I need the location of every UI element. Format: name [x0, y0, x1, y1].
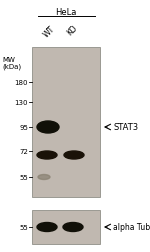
Text: STAT3: STAT3: [113, 123, 138, 132]
Bar: [32, 48, 100, 197]
Bar: [32, 210, 100, 244]
Ellipse shape: [37, 223, 57, 232]
Ellipse shape: [38, 175, 50, 180]
Text: HeLa: HeLa: [55, 8, 77, 17]
Text: alpha Tubulin: alpha Tubulin: [113, 223, 150, 232]
Text: 180: 180: [15, 80, 28, 86]
Text: WT: WT: [42, 24, 56, 39]
Text: 95: 95: [19, 124, 28, 131]
Ellipse shape: [64, 151, 84, 159]
Text: 55: 55: [19, 224, 28, 230]
Text: KO: KO: [65, 24, 79, 38]
Text: 55: 55: [19, 174, 28, 180]
Ellipse shape: [63, 223, 83, 232]
Text: MW
(kDa): MW (kDa): [2, 57, 22, 70]
Ellipse shape: [37, 121, 59, 134]
Text: 72: 72: [19, 148, 28, 154]
Ellipse shape: [37, 151, 57, 159]
Text: 130: 130: [15, 100, 28, 106]
